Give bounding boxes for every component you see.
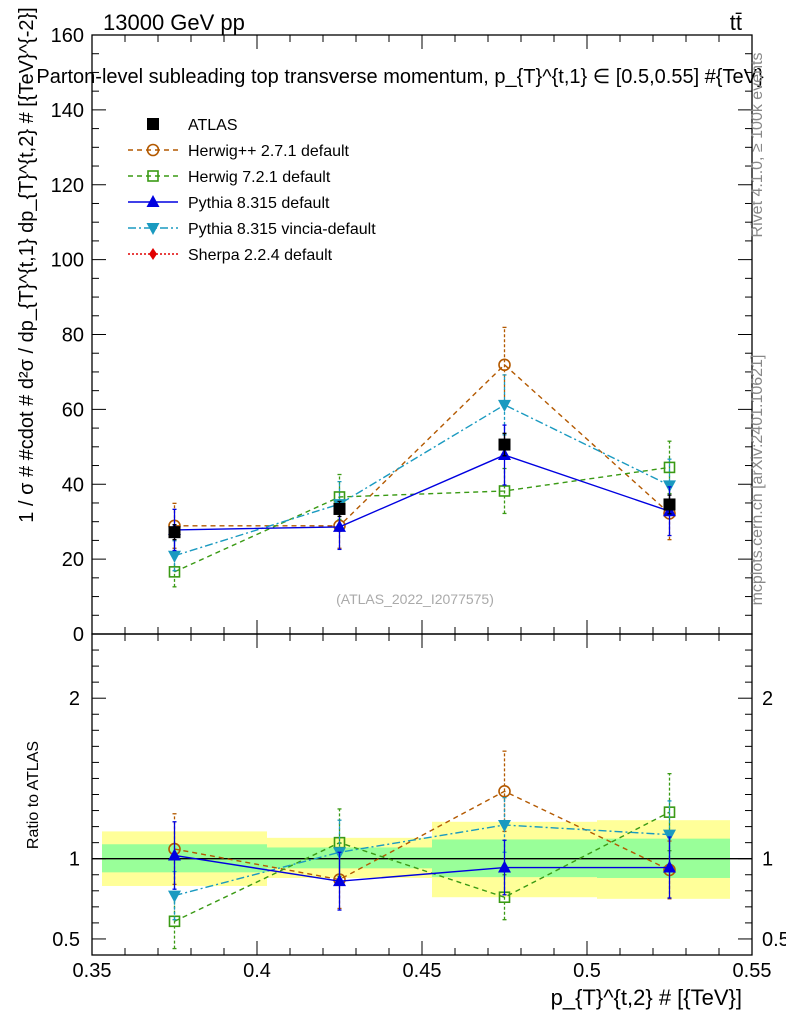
- y-tick-label: 40: [62, 474, 84, 496]
- legend-item-sherpa: Sherpa 2.2.4 default: [128, 247, 333, 264]
- legend-marker-pythia: [146, 195, 160, 207]
- point-vincia: [663, 829, 676, 842]
- y-tick-label: 120: [51, 175, 84, 197]
- x-axis-label: p_{T}^{t,2} # [{TeV}]: [551, 985, 742, 1010]
- legend-label-sherpa: Sherpa 2.2.4 default: [188, 247, 333, 264]
- ratio-uncertainty-bands: [92, 820, 752, 899]
- series-vincia: [168, 374, 676, 572]
- y-tick-label: 80: [62, 325, 84, 347]
- y-tick-label: 20: [62, 549, 84, 571]
- x-tick-label: 0.5: [573, 960, 601, 982]
- legend-item-atlas: ATLAS: [147, 117, 238, 134]
- ratio-y-tick-label-right: 0.5: [762, 929, 786, 951]
- point-pythia: [333, 519, 346, 532]
- legend-label-atlas: ATLAS: [188, 117, 238, 134]
- legend-item-pythia: Pythia 8.315 default: [128, 195, 330, 212]
- legend-marker-sherpa: [149, 248, 157, 260]
- legend-marker-atlas: [147, 118, 159, 130]
- ratio-panel: 0.5 0.5 1 1 2 2 0.35 0.4 0.45 0.5 0.55 Ratio to AT…: [25, 633, 786, 1010]
- watermark: (ATLAS_2022_I2077575): [336, 591, 494, 607]
- energy-label: 13000 GeV pp: [103, 10, 245, 35]
- series-line-pythia: [174, 454, 670, 531]
- y-tick-label: 60: [62, 399, 84, 421]
- series-herwigpp: [168, 326, 676, 549]
- y-tick-label: 160: [51, 25, 84, 47]
- point-herwigpp: [498, 358, 511, 372]
- point-pythia: [333, 874, 346, 887]
- point-atlas: [168, 526, 181, 539]
- process-label: tt̄: [730, 10, 742, 35]
- x-tick-label: 0.4: [243, 960, 271, 982]
- legend-label-vincia: Pythia 8.315 vincia-default: [188, 221, 376, 238]
- legend-marker-vincia: [146, 223, 160, 235]
- point-pythia: [498, 860, 511, 873]
- legend: ATLAS Herwig++ 2.7.1 default Herwig 7.2.1 …: [128, 117, 376, 264]
- ratio-y-tick-label: 2: [69, 688, 80, 710]
- point-pythia: [168, 848, 181, 861]
- point-atlas: [498, 438, 511, 451]
- point-atlas: [333, 502, 346, 515]
- main-y-label: 1 / σ # #cdot # d²σ / dp_{T}^{t,1} dp_{T…: [16, 7, 38, 522]
- y-tick-label: 140: [51, 100, 84, 122]
- series-pythia: [168, 821, 676, 911]
- ratio-y-tick-label-right: 2: [762, 688, 773, 710]
- x-tick-label: 0.45: [403, 960, 442, 982]
- legend-item-herwigpp: Herwig++ 2.7.1 default: [128, 143, 350, 160]
- series-line-herwig7: [174, 811, 670, 922]
- ratio-series-layer: [168, 750, 676, 950]
- point-vincia: [498, 399, 511, 412]
- point-vincia: [168, 890, 181, 903]
- series-line-herwig7: [174, 466, 670, 573]
- legend-item-vincia: Pythia 8.315 vincia-default: [128, 221, 376, 238]
- ratio-y-label: Ratio to ATLAS: [25, 741, 42, 849]
- main-panel: ATLAS Herwig++ 2.7.1 default Herwig 7.2.1 …: [16, 7, 764, 646]
- legend-label-herwig7: Herwig 7.2.1 default: [188, 169, 331, 186]
- series-atlas: [168, 432, 676, 541]
- rivet-label: Rivet 4.1.0, ≥ 100k events: [749, 53, 766, 238]
- series-herwig7: [168, 440, 676, 588]
- ratio-y-tick-label: 0.5: [52, 929, 80, 951]
- legend-marker-herwig7: [147, 170, 159, 182]
- point-herwig7: [168, 915, 181, 928]
- y-tick-label: 100: [51, 250, 84, 272]
- y-tick-label: 0: [73, 624, 84, 646]
- series-line-herwigpp: [174, 363, 670, 527]
- legend-item-herwig7: Herwig 7.2.1 default: [128, 169, 331, 186]
- point-atlas: [663, 498, 676, 511]
- x-tick-label: 0.55: [733, 960, 772, 982]
- series-line-vincia: [174, 824, 670, 897]
- legend-marker-herwigpp: [146, 143, 160, 157]
- point-herwig7: [168, 566, 181, 578]
- point-vincia: [168, 550, 181, 563]
- point-herwig7: [498, 485, 511, 497]
- ratio-frame: [91, 633, 753, 956]
- plot-title: Parton-level subleading top transverse m…: [36, 66, 764, 88]
- main-series-layer: [168, 326, 676, 588]
- ratio-y-tick-label: 1: [69, 849, 80, 871]
- legend-label-pythia: Pythia 8.315 default: [188, 195, 330, 212]
- series-pythia: [168, 424, 676, 552]
- point-herwigpp: [498, 784, 511, 798]
- ratio-y-tick-label-right: 1: [762, 849, 773, 871]
- point-vincia: [498, 819, 511, 832]
- series-line-herwigpp: [174, 790, 670, 881]
- mcplots-label: mcplots.cern.ch [arXiv:2401.10621]: [749, 355, 766, 606]
- series-line-pythia: [174, 854, 670, 882]
- legend-label-herwigpp: Herwig++ 2.7.1 default: [188, 143, 350, 160]
- series-line-vincia: [174, 404, 670, 557]
- point-pythia: [663, 860, 676, 873]
- x-tick-label: 0.35: [73, 960, 112, 982]
- point-herwig7: [663, 461, 676, 474]
